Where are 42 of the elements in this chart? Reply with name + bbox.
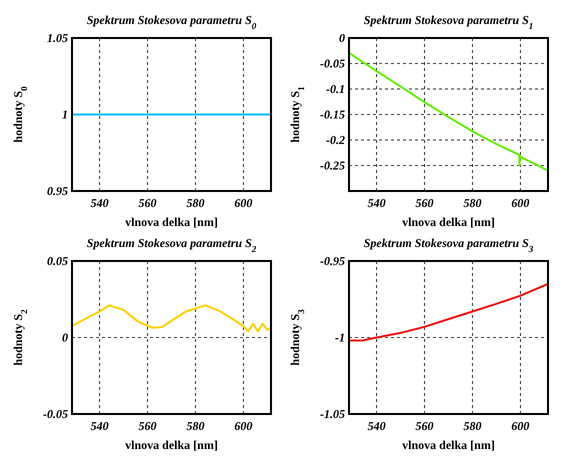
- y-tick-label: -0.25: [320, 158, 345, 172]
- x-tick-label: 580: [186, 419, 204, 433]
- y-tick-label: 0.05: [47, 254, 68, 268]
- x-tick-label: 560: [416, 419, 434, 433]
- y-tick-label: -0.2: [326, 133, 345, 147]
- x-tick-label: 540: [90, 196, 109, 210]
- y-tick-label: -0.05: [320, 56, 345, 70]
- y-tick-label: -1: [335, 330, 345, 344]
- x-axis-title: vlnova delka [nm]: [125, 438, 218, 452]
- x-tick-label: 580: [463, 419, 482, 433]
- x-tick-label: 540: [90, 419, 109, 433]
- x-tick-label: 560: [138, 196, 157, 210]
- y-tick-label: -0.15: [320, 108, 345, 122]
- x-tick-label: 560: [416, 196, 434, 210]
- x-axis-title: vlnova delka [nm]: [402, 438, 495, 452]
- x-tick-label: 580: [186, 196, 204, 210]
- chart-title: Spektrum Stokesova parametru S$_{2}$: [86, 236, 257, 254]
- y-tick-label: -0.95: [320, 254, 345, 268]
- x-tick-label: 540: [368, 196, 386, 210]
- y-tick-label: 0.95: [47, 184, 68, 198]
- y-tick-label: 1: [62, 108, 68, 122]
- y-tick-label: -0.1: [326, 82, 345, 96]
- y-tick-label: -1.05: [320, 407, 345, 421]
- x-tick-label: 600: [234, 196, 252, 210]
- x-axis-title: vlnova delka [nm]: [402, 215, 495, 229]
- line-series: [348, 282, 549, 342]
- x-tick-label: 540: [368, 419, 386, 433]
- chart-title: Spektrum Stokesova parametru S$_{1}$: [364, 13, 534, 31]
- y-tick-label: 1.05: [47, 31, 68, 45]
- line-series: [71, 304, 272, 332]
- y-tick-label: 0: [62, 330, 68, 344]
- y-tick-label: 0: [339, 31, 345, 45]
- x-tick-label: 560: [138, 419, 157, 433]
- x-tick-label: 600: [234, 419, 252, 433]
- x-tick-label: 600: [511, 196, 530, 210]
- chart-title: Spektrum Stokesova parametru S$_{3}$: [364, 236, 534, 254]
- x-tick-label: 580: [463, 196, 482, 210]
- chart-title: Spektrum Stokesova parametru S$_{0}$: [86, 13, 257, 31]
- line-series: [348, 52, 549, 172]
- x-axis-title: vlnova delka [nm]: [125, 215, 218, 229]
- x-tick-label: 600: [511, 419, 530, 433]
- y-tick-label: -0.05: [43, 407, 68, 421]
